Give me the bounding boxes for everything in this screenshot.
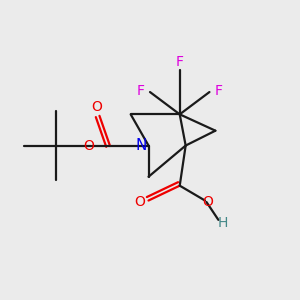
Text: O: O — [134, 195, 145, 209]
Text: F: F — [176, 55, 184, 69]
Text: O: O — [84, 139, 94, 153]
Text: N: N — [135, 138, 147, 153]
Text: O: O — [202, 195, 213, 209]
Text: O: O — [91, 100, 102, 115]
Text: F: F — [137, 84, 145, 98]
Text: H: H — [218, 216, 228, 230]
Text: F: F — [214, 84, 222, 98]
